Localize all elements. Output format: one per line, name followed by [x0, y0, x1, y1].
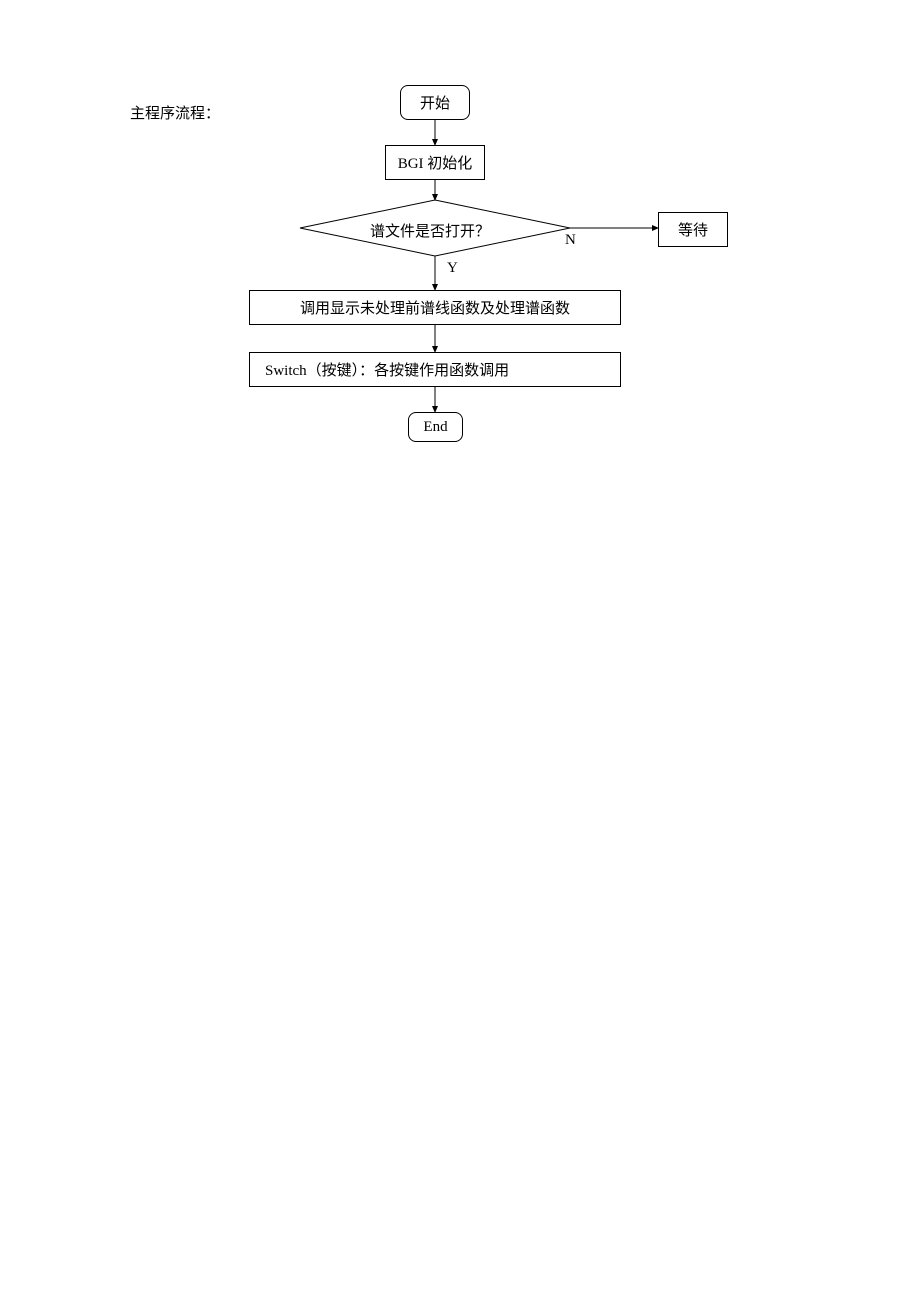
edge-y-label: Y: [447, 260, 458, 277]
wait-label: 等待: [678, 219, 708, 240]
decision-label: 谱文件是否打开？: [370, 220, 490, 241]
call-display-node: 调用显示未处理前谱线函数及处理谱函数: [249, 290, 621, 325]
bgi-init-node: BGI 初始化: [385, 145, 485, 180]
end-node: End: [408, 412, 463, 442]
wait-node: 等待: [658, 212, 728, 247]
switch-keys-label: Switch（按键）：各按键作用函数调用: [265, 359, 509, 380]
end-label: End: [423, 419, 447, 436]
bgi-init-label: BGI 初始化: [398, 152, 473, 173]
call-display-label: 调用显示未处理前谱线函数及处理谱函数: [300, 297, 570, 318]
start-label: 开始: [420, 92, 450, 113]
start-node: 开始: [400, 85, 470, 120]
switch-keys-node: Switch（按键）：各按键作用函数调用: [249, 352, 621, 387]
flowchart-connectors: [0, 0, 920, 1302]
edge-n-label: N: [565, 232, 576, 249]
